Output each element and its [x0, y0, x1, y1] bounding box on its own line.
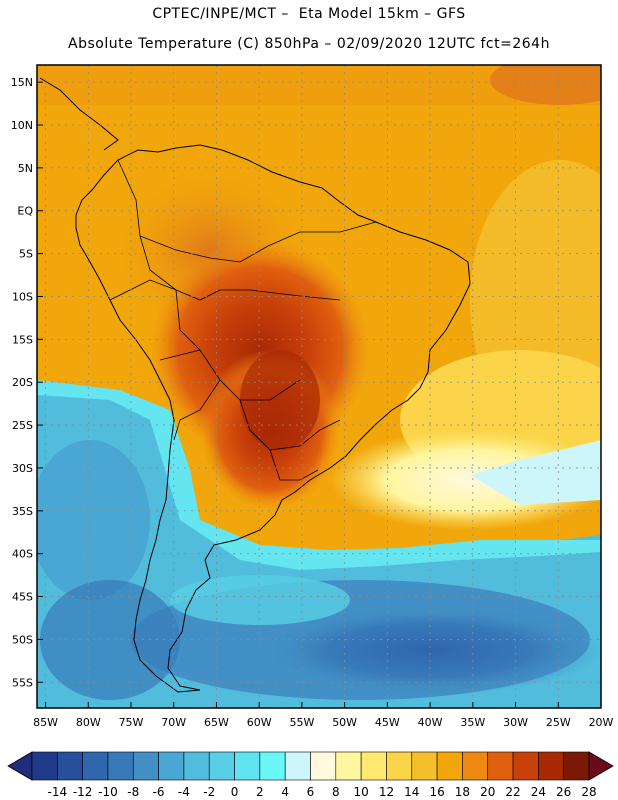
- colorbar-tick-label: -12: [73, 785, 93, 799]
- colorbar-tick-label: 24: [531, 785, 546, 799]
- colorbar-tick-label: 14: [404, 785, 419, 799]
- lat-tick-label: 5S: [19, 248, 33, 261]
- colorbar-tick-label: 16: [429, 785, 444, 799]
- colorbar-tick-label: -6: [153, 785, 165, 799]
- colorbar-swatch: [284, 751, 311, 781]
- longitude-axis: 85W 80W 75W 70W 65W 60W 55W 50W 45W 40W 35W 30W 25W 2…: [33, 702, 614, 729]
- colorbar-tick-label: -4: [178, 785, 190, 799]
- colorbar-swatch: [436, 751, 463, 781]
- lon-tick-label: 25W: [546, 716, 571, 729]
- colorbar-swatch: [335, 751, 362, 781]
- colorbar-swatch: [386, 751, 413, 781]
- lon-tick-label: 20W: [589, 716, 614, 729]
- lat-tick-label: 50S: [12, 633, 33, 646]
- colorbar-tick-label: 8: [332, 785, 340, 799]
- colorbar-swatch: [487, 751, 514, 781]
- colorbar-swatch: [563, 751, 590, 781]
- colorbar-swatch: [57, 751, 83, 781]
- lat-tick-label: 10S: [12, 290, 33, 303]
- lat-tick-label: 55S: [12, 676, 33, 689]
- colorbar-tick-label: -2: [203, 785, 215, 799]
- title-line-2: Absolute Temperature (C) 850hPa – 02/09/…: [68, 36, 550, 52]
- colorbar-over-arrow: [588, 751, 614, 781]
- lon-tick-label: 75W: [119, 716, 144, 729]
- colorbar-swatch: [31, 751, 58, 781]
- colorbar-swatch: [310, 751, 337, 781]
- colorbar-tick-label: -14: [48, 785, 68, 799]
- colorbar-swatch: [82, 751, 109, 781]
- colorbar-tick-label: 10: [353, 785, 368, 799]
- colorbar-swatch: [234, 751, 261, 781]
- colorbar-under-arrow: [7, 751, 33, 781]
- temperature-field: [37, 65, 601, 708]
- title-line-1: CPTEC/INPE/MCT – Eta Model 15km – GFS: [152, 6, 466, 22]
- colorbar-swatch: [259, 751, 286, 781]
- colorbar-tick-label: 6: [307, 785, 315, 799]
- colorbar-tick-label: 4: [281, 785, 289, 799]
- colorbar-tick-label: -8: [127, 785, 139, 799]
- lon-tick-label: 50W: [332, 716, 357, 729]
- colorbar-tick-label: 28: [581, 785, 596, 799]
- lat-tick-label: 20S: [12, 376, 33, 389]
- colorbar-swatch: [411, 751, 438, 781]
- colorbar-swatch: [132, 751, 159, 781]
- colorbar-swatch: [538, 751, 564, 781]
- lat-tick-label: 15S: [12, 333, 33, 346]
- lon-tick-label: 45W: [375, 716, 400, 729]
- lat-tick-label: 15N: [11, 76, 33, 89]
- lat-tick-label: 35S: [12, 505, 33, 518]
- colorbar-swatch: [360, 751, 387, 781]
- lat-tick-label: 40S: [12, 548, 33, 561]
- coastlines: [39, 77, 471, 693]
- colorbar-swatch: [183, 751, 210, 781]
- colorbar-swatch: [158, 751, 185, 781]
- latitude-axis: 15N 10N 5N EQ 5S 10S 15S 20S 25S 30S 35S 40S 45S 50S 5…: [11, 76, 43, 689]
- colorbar-swatch: [107, 751, 134, 781]
- lon-tick-label: 60W: [247, 716, 272, 729]
- lat-tick-label: 45S: [12, 591, 33, 604]
- colorbar-tick-label: 12: [379, 785, 394, 799]
- colorbar-tick-label: 18: [455, 785, 470, 799]
- lon-tick-label: 65W: [204, 716, 229, 729]
- lon-tick-label: 30W: [503, 716, 528, 729]
- colorbar-tick-label: 26: [556, 785, 571, 799]
- lat-tick-label: 30S: [12, 462, 33, 475]
- lat-tick-label: 5N: [18, 162, 33, 175]
- lon-tick-label: 85W: [33, 716, 58, 729]
- colorbar-tick-label: 2: [256, 785, 264, 799]
- colorbar-tick-label: -10: [98, 785, 118, 799]
- lon-tick-label: 55W: [289, 716, 314, 729]
- colorbar: -14 -12 -10 -8 -6 -4 -2 0 2 4 6 8 10 12 14 16 18 20 22 24 26…: [7, 751, 614, 799]
- colorbar-tick-label: 20: [480, 785, 495, 799]
- lon-tick-label: 80W: [76, 716, 101, 729]
- lon-tick-label: 40W: [418, 716, 443, 729]
- lon-tick-label: 70W: [161, 716, 186, 729]
- lat-tick-label: 25S: [12, 419, 33, 432]
- colorbar-swatch: [208, 751, 235, 781]
- lat-tick-label: 10N: [11, 119, 33, 132]
- lat-tick-label: EQ: [17, 205, 33, 218]
- lon-tick-label: 35W: [460, 716, 485, 729]
- colorbar-swatch: [462, 751, 489, 781]
- country-borders: [109, 159, 377, 481]
- colorbar-swatch: [512, 751, 539, 781]
- map-frame: [36, 64, 602, 709]
- colorbar-tick-label: 0: [231, 785, 239, 799]
- graticule: [37, 65, 601, 708]
- colorbar-tick-label: 22: [505, 785, 520, 799]
